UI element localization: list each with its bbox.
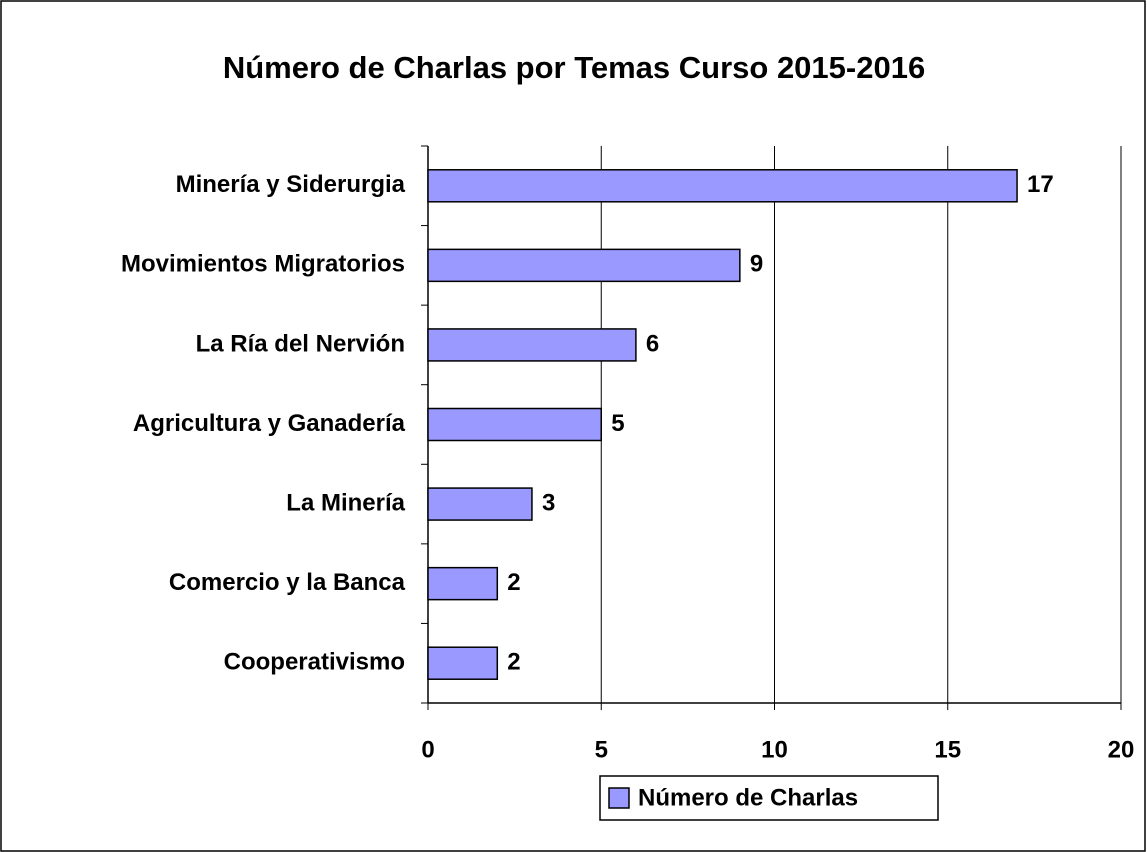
data-label: 17: [1027, 171, 1054, 198]
y-tick-label: La Minería: [286, 489, 405, 516]
data-label: 3: [542, 489, 555, 516]
y-tick-label: Movimientos Migratorios: [121, 251, 405, 278]
bar: [427, 169, 1018, 203]
x-tick-label: 5: [595, 736, 608, 763]
bar: [427, 328, 637, 362]
legend-label: Número de Charlas: [638, 784, 858, 811]
x-tick-label: 0: [421, 736, 434, 763]
y-tick-label: Minería y Siderurgia: [176, 171, 406, 198]
y-tick-label: Comercio y la Banca: [169, 569, 406, 596]
chart-title: Número de Charlas por Temas Curso 2015-2…: [223, 50, 925, 85]
bar: [427, 487, 533, 521]
bar: [427, 646, 499, 680]
x-tick-label: 10: [761, 736, 788, 763]
data-label: 2: [507, 649, 520, 676]
x-tick-label: 20: [1108, 736, 1135, 763]
bar: [427, 566, 499, 601]
bar: [427, 407, 602, 442]
y-tick-label: Cooperativismo: [224, 649, 405, 676]
legend-swatch: [608, 787, 630, 809]
bar: [427, 248, 741, 283]
legend-box: [599, 775, 939, 821]
data-label: 9: [750, 251, 763, 278]
x-tick-label: 15: [934, 736, 961, 763]
y-tick-label: Agricultura y Ganadería: [133, 410, 406, 437]
data-label: 6: [646, 330, 659, 357]
y-tick-label: La Ría del Nervión: [196, 330, 405, 357]
data-label: 5: [611, 410, 624, 437]
data-label: 2: [507, 569, 520, 596]
